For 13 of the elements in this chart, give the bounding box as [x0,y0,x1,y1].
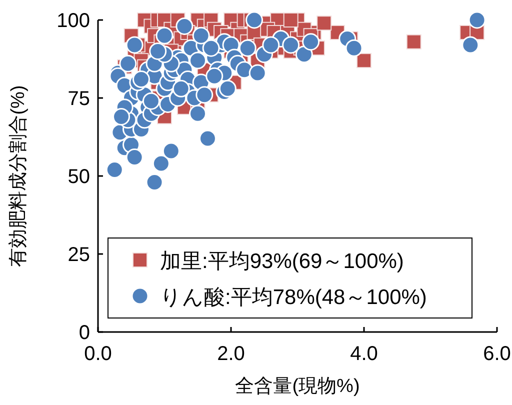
y-tick-label: 100 [56,10,90,32]
y-tick-label: 50 [68,166,90,188]
x-axis-title: 全含量(現物%) [235,376,360,397]
y-tick-label: 0 [78,322,90,344]
x-tick-label: 0.0 [84,343,112,365]
x-tick-label: 2.0 [217,343,245,365]
legend-label: 加里:平均93%(69～100%) [160,250,404,273]
x-tick-label: 4.0 [350,343,378,365]
x-tick-label: 6.0 [483,343,511,365]
y-axis-title: 有効肥料成分割合(%) [8,85,29,267]
y-tick-label: 25 [68,244,90,266]
legend-label: りん酸:平均78%(48～100%) [160,286,427,309]
y-tick-label: 75 [68,88,90,110]
